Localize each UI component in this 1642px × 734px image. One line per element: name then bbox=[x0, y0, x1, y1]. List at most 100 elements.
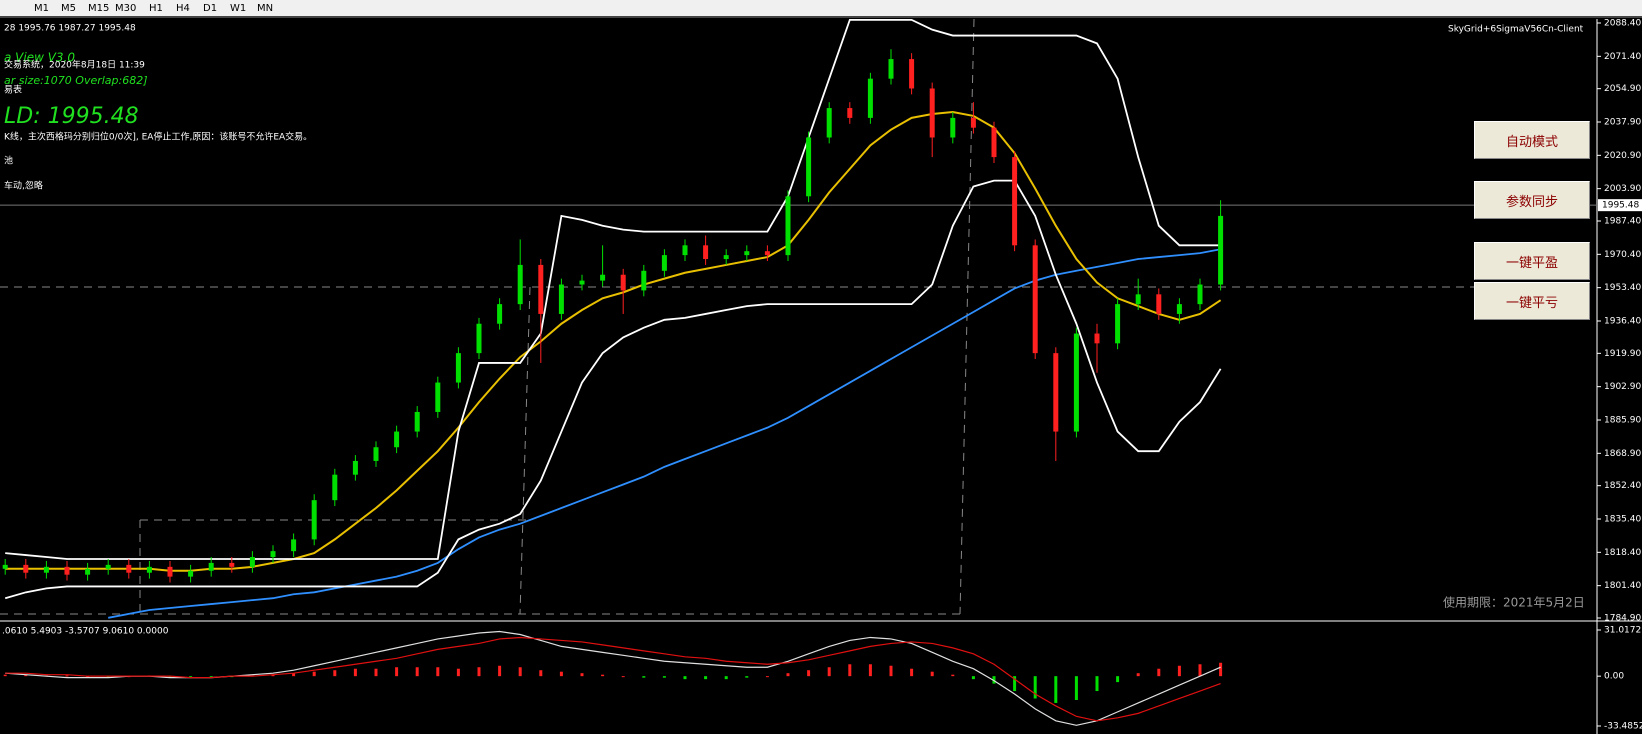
candle-body bbox=[703, 245, 709, 260]
y-tick-label: 2071.40 bbox=[1604, 52, 1641, 62]
macd-bar bbox=[374, 668, 378, 677]
candle-body bbox=[105, 564, 111, 569]
candle-body bbox=[991, 127, 997, 158]
candle-body bbox=[64, 566, 70, 575]
status: K线，主次西格玛分别归位0/0次], EA停止工作,原因：该账号不允许EA交易。 bbox=[4, 131, 312, 143]
candle-body bbox=[270, 551, 276, 558]
indicator-line bbox=[4, 179, 1222, 600]
candle-body bbox=[538, 264, 544, 314]
system-info: 交易系统，2020年8月18日 11:39 bbox=[4, 59, 145, 71]
macd-bar bbox=[971, 676, 975, 680]
macd-bar bbox=[930, 671, 934, 677]
candle-body bbox=[558, 284, 564, 314]
button[interactable]: 参数同步 bbox=[1474, 181, 1590, 219]
candle-body bbox=[847, 108, 853, 118]
y-tick-label: 2037.90 bbox=[1604, 118, 1641, 128]
candle-body bbox=[476, 323, 482, 354]
table-label: 易表 bbox=[4, 84, 22, 96]
timeframe-tab: M5 bbox=[61, 3, 76, 14]
macd-bar bbox=[621, 676, 625, 678]
macd-bar bbox=[889, 665, 893, 677]
macd-bar bbox=[1095, 676, 1099, 692]
y-tick-label: 1835.40 bbox=[1604, 514, 1641, 524]
macd-bar bbox=[415, 667, 419, 677]
y-tick-label: 1953.40 bbox=[1604, 283, 1641, 293]
timeframe-tab: H4 bbox=[176, 3, 190, 14]
macd-bar bbox=[395, 667, 399, 677]
macd-bar bbox=[518, 667, 522, 677]
button[interactable]: 一键平亏 bbox=[1474, 282, 1590, 320]
candle-body bbox=[929, 88, 935, 138]
y-tick-label: 2003.90 bbox=[1604, 184, 1641, 194]
y-tick-label: 1987.40 bbox=[1604, 217, 1641, 227]
macd-bar bbox=[333, 670, 337, 677]
bar-size: ar size:1070 Overlap:682] bbox=[4, 74, 148, 87]
candle-body bbox=[1135, 294, 1141, 305]
candle-body bbox=[208, 562, 214, 571]
macd-bar bbox=[765, 676, 769, 678]
candle-body bbox=[1053, 353, 1059, 432]
macd-bar bbox=[3, 674, 7, 677]
candle-body bbox=[188, 570, 194, 577]
candle-body bbox=[146, 566, 152, 573]
version: a View V3.0 bbox=[4, 51, 75, 65]
macd-bar bbox=[868, 664, 872, 677]
y-tick-label: 1801.40 bbox=[1604, 581, 1641, 591]
timeframe-tab: D1 bbox=[203, 3, 217, 14]
y-tick-label: 1818.40 bbox=[1604, 548, 1641, 558]
candle-body bbox=[785, 196, 791, 256]
y-tick-label: 1784.90 bbox=[1604, 614, 1641, 624]
candle-body bbox=[414, 411, 420, 432]
candle-body bbox=[1094, 333, 1100, 344]
macd-bar bbox=[827, 667, 831, 677]
candle-body bbox=[1197, 284, 1203, 305]
macd-bar bbox=[189, 676, 193, 678]
timeframe-tab: H1 bbox=[149, 3, 163, 14]
symbol-price: LD: 1995.48 bbox=[4, 104, 139, 129]
candle-body bbox=[435, 382, 441, 412]
macd-bar bbox=[1177, 665, 1181, 677]
candle-body bbox=[826, 108, 832, 138]
candle-body bbox=[1176, 304, 1182, 314]
candle-body bbox=[455, 353, 461, 383]
timeframe-tab: M1 bbox=[34, 3, 49, 14]
macd-bar bbox=[662, 676, 666, 678]
candle-body bbox=[1012, 157, 1018, 246]
macd-bar bbox=[1219, 662, 1223, 677]
timeframe-tab: MN bbox=[257, 3, 273, 14]
macd-bar bbox=[704, 676, 708, 680]
ohlc-info: 28 1995.76 1987.27 1995.48 bbox=[4, 24, 136, 34]
candle-body bbox=[311, 500, 317, 540]
button[interactable]: 一键平盈 bbox=[1474, 242, 1590, 280]
action: 车动,忽略 bbox=[4, 180, 43, 192]
macd-bar bbox=[24, 674, 28, 677]
y-tick-label: 1852.40 bbox=[1604, 481, 1641, 491]
macd-bar bbox=[271, 674, 275, 677]
candle-body bbox=[352, 460, 358, 475]
macd-bar bbox=[477, 667, 481, 677]
candle-body bbox=[723, 255, 729, 260]
macd-bar bbox=[1013, 676, 1017, 692]
macd-bar bbox=[1198, 664, 1202, 677]
candle-body bbox=[764, 251, 770, 256]
macd-bar bbox=[724, 676, 728, 680]
candle-body bbox=[126, 564, 132, 573]
candle-body bbox=[229, 562, 235, 567]
macd-bar bbox=[292, 673, 296, 677]
price-label-box bbox=[1598, 199, 1642, 212]
candle-body bbox=[909, 59, 915, 89]
candle-body bbox=[970, 117, 976, 128]
y-tick-label: 31.0172 bbox=[1604, 625, 1641, 635]
macd-bar bbox=[1136, 673, 1140, 677]
candle-body bbox=[806, 137, 812, 197]
candle-body bbox=[682, 245, 688, 256]
macd-bar bbox=[1074, 676, 1078, 700]
candle-body bbox=[1032, 245, 1038, 354]
client-name: SkyGrid+6SigmaV56Cn-Client bbox=[1448, 25, 1584, 35]
button[interactable]: 自动模式 bbox=[1474, 121, 1590, 159]
candle-body bbox=[661, 255, 667, 271]
macd-bar bbox=[312, 671, 316, 677]
macd-bar bbox=[353, 668, 357, 677]
timeframe-tab: M30 bbox=[115, 3, 136, 14]
